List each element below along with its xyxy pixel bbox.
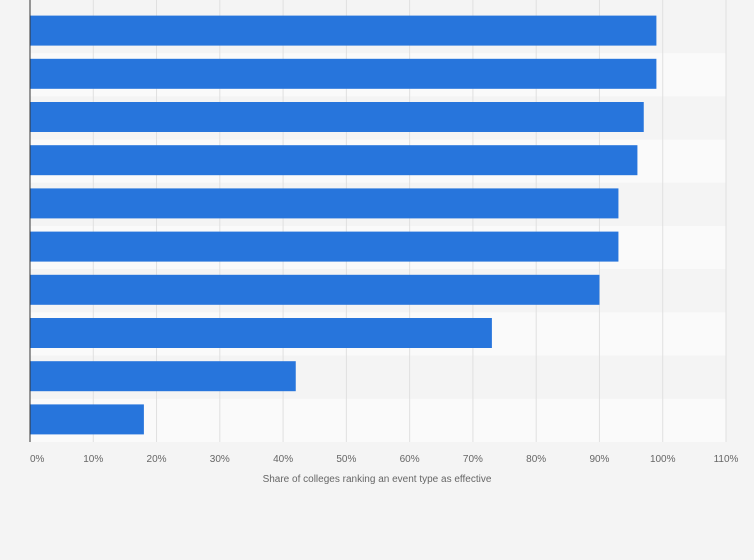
bar[interactable] (30, 231, 619, 262)
x-tick-label: 80% (526, 454, 546, 465)
x-tick-label: 0% (30, 454, 45, 465)
bar[interactable] (30, 318, 492, 348)
bar[interactable] (30, 58, 657, 89)
x-tick-label: 60% (400, 454, 420, 465)
bar[interactable] (30, 102, 644, 132)
x-tick-label: 30% (210, 454, 230, 465)
row-band (30, 398, 726, 442)
x-tick-label: 20% (147, 454, 167, 465)
bar[interactable] (30, 15, 657, 46)
x-tick-label: 90% (589, 454, 609, 465)
x-tick-labels: 0% 10% 20% 30% 40% 50% 60% 70% 80% 90% 100% 110% (30, 454, 739, 465)
x-tick-label: 50% (336, 454, 356, 465)
bar[interactable] (30, 274, 600, 305)
bar[interactable] (30, 145, 638, 176)
x-tick-label: 110% (714, 454, 739, 465)
x-tick-label: 40% (273, 454, 293, 465)
bar[interactable] (30, 361, 296, 392)
x-tick-label: 10% (83, 454, 103, 465)
x-axis-title: Share of colleges ranking an event type … (263, 474, 492, 485)
x-tick-label: 100% (650, 454, 676, 465)
bars (30, 15, 657, 435)
bar[interactable] (30, 188, 619, 219)
bar[interactable] (30, 404, 144, 435)
x-tick-label: 70% (463, 454, 483, 465)
